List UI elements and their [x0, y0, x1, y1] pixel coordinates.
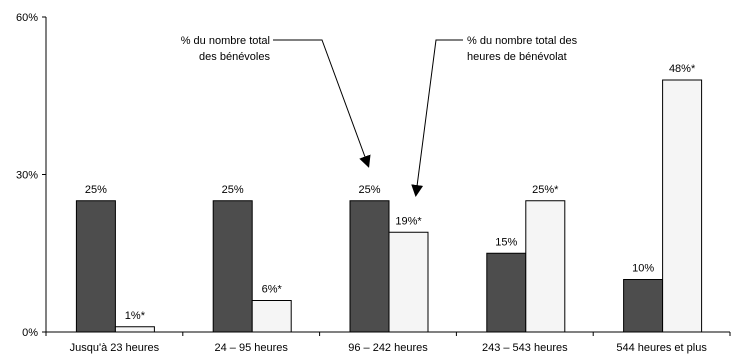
- annotation-text: % du nombre total des heures de bénévolat: [467, 35, 578, 63]
- annotation-arrow: [273, 39, 371, 168]
- bar-series-1: [486, 252, 527, 333]
- y-tick-label: 0%: [22, 327, 38, 339]
- bar-series-1: [349, 200, 390, 333]
- data-label: 25%: [358, 184, 380, 196]
- x-category-label: 24 – 95 heures: [215, 342, 289, 354]
- bar-series-1: [212, 200, 253, 333]
- data-label: 48%*: [669, 63, 696, 75]
- bar-series-2: [114, 326, 155, 333]
- data-label: 15%: [495, 236, 517, 248]
- data-label: 10%: [632, 263, 654, 275]
- bar-series-1: [75, 200, 116, 333]
- x-category-label: 96 – 242 heures: [348, 342, 428, 354]
- data-label: 1%*: [125, 310, 146, 322]
- data-label: 25%: [222, 184, 244, 196]
- annotation-arrow: [411, 39, 463, 197]
- data-label: 25%: [85, 184, 107, 196]
- y-tick-label: 30%: [16, 170, 38, 182]
- bar-series-2: [388, 231, 429, 333]
- data-label: 6%*: [262, 284, 283, 296]
- bar-series-1: [623, 279, 664, 333]
- bar-series-2: [525, 200, 566, 333]
- x-category-label: 243 – 543 heures: [482, 342, 568, 354]
- data-label: 25%*: [532, 184, 559, 196]
- annotation-text: % du nombre total des bénévoles: [181, 35, 271, 63]
- x-category-label: Jusqu'à 23 heures: [70, 342, 160, 354]
- bar-series-2: [251, 300, 292, 333]
- data-label: 19%*: [395, 215, 422, 227]
- y-tick-label: 60%: [16, 12, 38, 24]
- x-category-label: 544 heures et plus: [616, 342, 707, 354]
- bar-series-2: [662, 79, 703, 333]
